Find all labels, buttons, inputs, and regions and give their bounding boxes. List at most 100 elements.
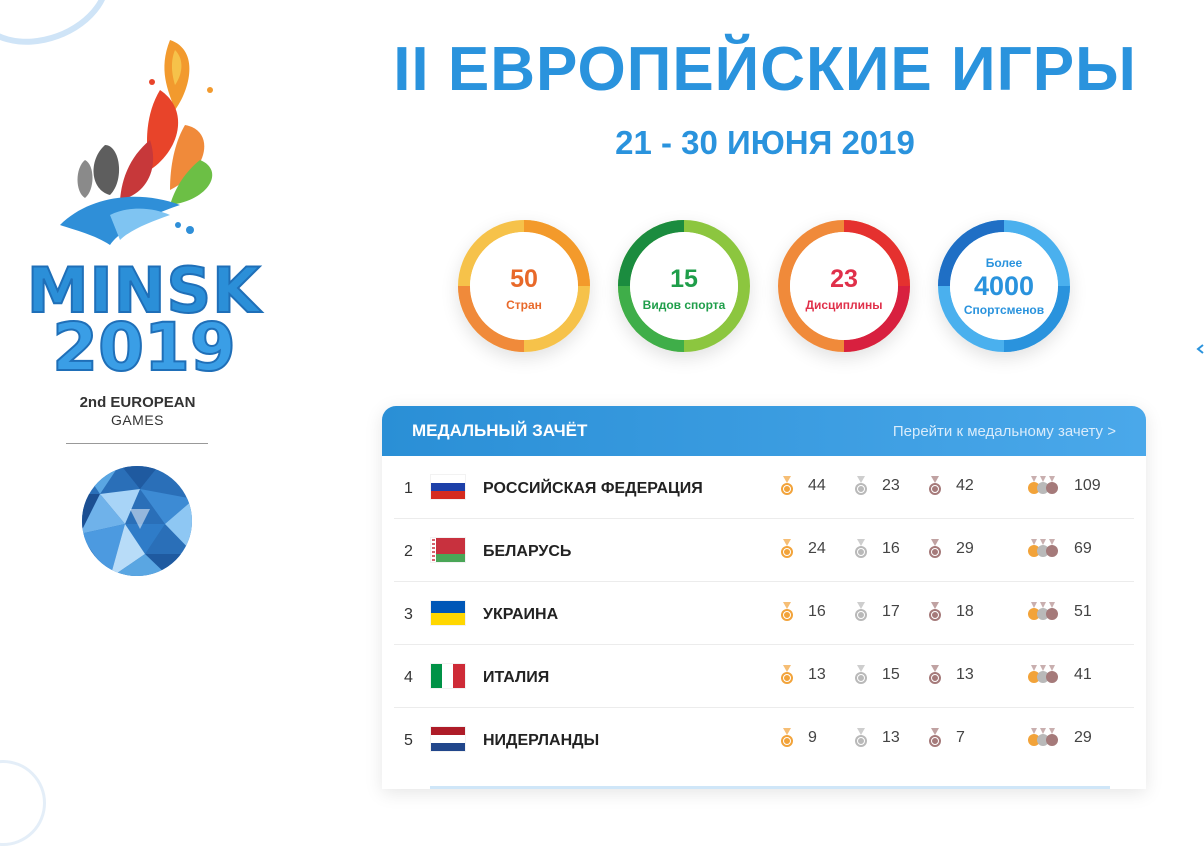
event-dates: 21 - 30 ИЮНЯ 2019 [615,124,915,161]
logo-year-text: 2019 [51,309,237,386]
country-name[interactable]: ИТАЛИЯ [483,669,550,686]
silver-count: 13 [854,728,900,748]
stat-label: Спортсменов [963,303,1045,317]
decorative-arc-bottom [0,760,46,846]
rank: 2 [404,543,413,560]
total-count: 51 [1026,602,1092,622]
gold-medal-icon [781,728,793,747]
mosaic-emblem-icon [82,466,192,576]
total-value: 69 [1074,540,1092,557]
bronze-value: 13 [956,666,974,683]
stat-prefix: Более [985,256,1023,270]
rank: 5 [404,732,413,749]
country-name[interactable]: РОССИЙСКАЯ ФЕДЕРАЦИЯ [483,480,703,497]
rank: 3 [404,606,413,623]
total-count: 29 [1026,728,1092,748]
medal-table-header: МЕДАЛЬНЫЙ ЗАЧЁТ Перейти к медальному зач… [382,406,1146,456]
rank: 4 [404,669,413,686]
progress-ring [618,220,750,352]
logo-minsk-text: MINSK [26,254,262,327]
bronze-count: 13 [928,665,974,685]
gold-value: 44 [808,477,826,494]
stat-value: 15 [670,265,698,293]
gold-count: 44 [780,476,826,496]
bronze-value: 7 [956,729,965,746]
silver-value: 13 [882,729,900,746]
minsk-2019-logo[interactable]: MINSK 2019 2nd EUROPEAN GAMES [0,20,275,580]
stat-value: 23 [830,265,858,293]
silver-count: 23 [854,476,900,496]
medal-set-icon [1028,476,1058,494]
medal-set-icon [1028,539,1058,557]
total-value: 51 [1074,603,1092,620]
progress-ring [938,220,1070,352]
table-row[interactable]: 3 УКРАИНА 16 17 18 51 [394,582,1134,645]
gold-count: 24 [780,539,826,559]
country-flag-icon [431,727,465,751]
silver-medal-icon [855,539,867,558]
bronze-medal-icon [929,476,941,495]
gold-value: 24 [808,540,826,557]
total-count: 69 [1026,539,1092,559]
gold-medal-icon [781,539,793,558]
table-row[interactable]: 4 ИТАЛИЯ 13 15 13 41 [394,645,1134,708]
stat-value: 50 [510,265,538,293]
gold-medal-icon [781,476,793,495]
stat-label: Видов спорта [642,298,726,312]
silver-value: 15 [882,666,900,683]
progress-ring [458,220,590,352]
silver-count: 15 [854,665,900,685]
bronze-medal-icon [929,539,941,558]
progress-ring [778,220,910,352]
stat-value: 4000 [973,271,1035,301]
medal-set-icon [1028,728,1058,746]
total-value: 109 [1074,477,1101,494]
chevron-left-icon[interactable] [1196,344,1204,354]
table-row[interactable]: 5 НИДЕРЛАНДЫ 9 13 7 29 [394,708,1134,770]
silver-value: 16 [882,540,900,557]
table-row[interactable]: 1 РОССИЙСКАЯ ФЕДЕРАЦИЯ 44 23 42 109 [394,456,1134,519]
stat-label: Стран [506,298,542,312]
medal-set-icon [1028,665,1058,683]
total-count: 41 [1026,665,1092,685]
silver-value: 17 [882,603,900,620]
gold-medal-icon [781,665,793,684]
stat-disciplines: 23 Дисциплины [778,220,910,352]
medal-set-icon [1028,602,1058,620]
country-flag-icon [431,475,465,499]
gold-medal-icon [781,602,793,621]
flame-icon [60,40,213,245]
bronze-value: 42 [956,477,974,494]
country-name[interactable]: НИДЕРЛАНДЫ [483,732,600,749]
silver-medal-icon [855,728,867,747]
medal-rows: 1 РОССИЙСКАЯ ФЕДЕРАЦИЯ 44 23 42 109 2 БЕЛАРУСЬ 2… [382,456,1146,770]
gold-count: 13 [780,665,826,685]
silver-count: 17 [854,602,900,622]
gold-count: 9 [780,728,817,748]
silver-medal-icon [855,665,867,684]
country-name[interactable]: БЕЛАРУСЬ [483,543,572,560]
gold-value: 16 [808,603,826,620]
silver-count: 16 [854,539,900,559]
country-name[interactable]: УКРАИНА [483,606,559,623]
total-value: 29 [1074,729,1092,746]
silver-value: 23 [882,477,900,494]
medal-table-link[interactable]: Перейти к медальному зачету > [892,422,1116,440]
bronze-medal-icon [929,602,941,621]
bronze-count: 18 [928,602,974,622]
gold-value: 13 [808,666,826,683]
bronze-value: 18 [956,603,974,620]
bronze-medal-icon [929,728,941,747]
gold-count: 16 [780,602,826,622]
logo-subtitle: 2nd EUROPEAN [79,394,196,411]
bronze-value: 29 [956,540,974,557]
medal-table-title: МЕДАЛЬНЫЙ ЗАЧЁТ [412,421,588,440]
table-row[interactable]: 2 БЕЛАРУСЬ 24 16 29 69 [394,519,1134,582]
stat-countries: 50 Стран [458,220,590,352]
rank: 1 [404,480,413,497]
total-count: 109 [1026,476,1101,496]
logo-subtitle-games: GAMES [110,412,165,428]
country-flag-icon [431,664,465,688]
silver-medal-icon [855,476,867,495]
country-flag-icon [431,538,465,562]
